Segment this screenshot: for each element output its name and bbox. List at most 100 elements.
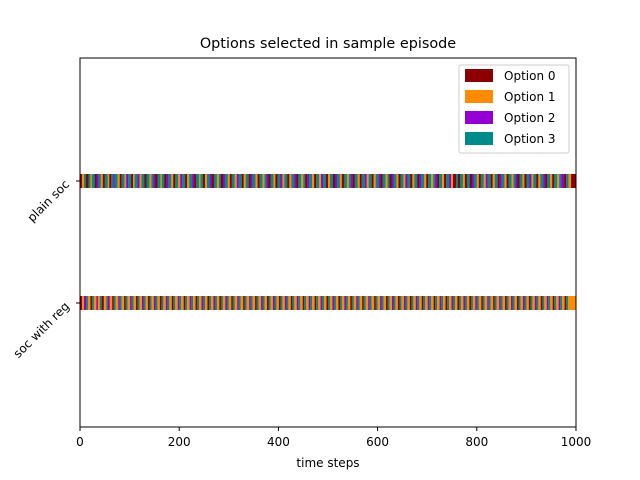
option-segment bbox=[324, 296, 327, 310]
option-segment bbox=[228, 296, 232, 310]
option-segment bbox=[121, 296, 125, 310]
option-segment bbox=[199, 296, 202, 310]
option-segment bbox=[443, 296, 446, 310]
option-segment bbox=[398, 174, 401, 188]
option-segment bbox=[216, 174, 220, 188]
option-segment bbox=[175, 174, 179, 188]
option-segment bbox=[419, 296, 422, 310]
option-segment bbox=[234, 296, 238, 310]
option-segment bbox=[80, 174, 83, 188]
option-segment bbox=[282, 174, 285, 188]
option-segment bbox=[529, 174, 532, 188]
option-segment bbox=[199, 174, 201, 188]
option-segment bbox=[185, 296, 188, 310]
option-segment bbox=[139, 174, 142, 188]
option-segment bbox=[168, 174, 172, 188]
x-tick-label: 400 bbox=[267, 435, 290, 449]
option-segment bbox=[536, 174, 539, 188]
option-segment bbox=[329, 174, 334, 188]
option-segment bbox=[516, 296, 519, 310]
option-segment bbox=[359, 296, 363, 310]
option-segment bbox=[300, 296, 303, 310]
option-segment bbox=[273, 174, 276, 188]
option-segment bbox=[528, 296, 531, 310]
option-segment bbox=[316, 174, 320, 188]
option-segment bbox=[209, 174, 213, 188]
option-segment bbox=[107, 296, 110, 310]
option-segment bbox=[504, 174, 507, 188]
option-segment bbox=[153, 174, 156, 188]
option-segment bbox=[383, 296, 387, 310]
option-segment bbox=[149, 296, 152, 310]
option-segment bbox=[165, 296, 168, 310]
option-segment bbox=[437, 174, 440, 188]
option-segment bbox=[268, 296, 271, 310]
option-segment bbox=[204, 174, 208, 188]
option-segment bbox=[375, 296, 378, 310]
option-segment bbox=[566, 296, 569, 310]
option-segment bbox=[220, 174, 223, 188]
option-segment bbox=[538, 174, 541, 188]
option-segment bbox=[97, 296, 100, 310]
option-segment bbox=[183, 296, 186, 310]
option-segment bbox=[464, 174, 468, 188]
option-segment bbox=[252, 296, 256, 310]
option-segment bbox=[117, 174, 120, 188]
option-segment bbox=[368, 174, 372, 188]
option-segment bbox=[508, 174, 512, 188]
option-segment bbox=[284, 174, 288, 188]
option-segment bbox=[475, 296, 477, 310]
option-segment bbox=[344, 296, 347, 310]
option-segment bbox=[368, 296, 370, 310]
option-segment bbox=[249, 296, 251, 310]
option-segment bbox=[238, 174, 242, 188]
option-segment bbox=[102, 174, 105, 188]
option-segment bbox=[425, 296, 428, 310]
option-segment bbox=[270, 174, 274, 188]
option-segment bbox=[99, 296, 102, 310]
option-segment bbox=[203, 174, 206, 188]
legend: Option 0 Option 1 Option 2 Option 3 bbox=[458, 64, 570, 154]
option-segment bbox=[224, 174, 228, 188]
option-segment bbox=[365, 296, 369, 310]
option-segment bbox=[216, 296, 220, 310]
option-segment bbox=[98, 174, 101, 188]
option-segment bbox=[343, 174, 347, 188]
option-segment bbox=[91, 174, 96, 188]
option-segment bbox=[429, 296, 432, 310]
option-segment bbox=[225, 296, 227, 310]
option-segment bbox=[194, 174, 197, 188]
option-segment bbox=[433, 174, 436, 188]
option-segment bbox=[213, 296, 216, 310]
option-segment bbox=[364, 174, 367, 188]
option-segment bbox=[231, 296, 233, 310]
option-segment bbox=[526, 296, 530, 310]
option-segment bbox=[540, 296, 543, 310]
option-segment bbox=[151, 296, 155, 310]
option-segment bbox=[227, 174, 230, 188]
option-segment bbox=[542, 296, 545, 310]
option-segment bbox=[258, 296, 262, 310]
option-segment bbox=[328, 296, 331, 310]
option-segment bbox=[146, 174, 150, 188]
option-segment bbox=[319, 174, 322, 188]
option-segment bbox=[482, 296, 485, 310]
option-segment bbox=[220, 296, 223, 310]
option-segment bbox=[94, 174, 97, 188]
option-segment bbox=[550, 174, 553, 188]
x-tick-label: 200 bbox=[168, 435, 191, 449]
option-segment bbox=[435, 174, 438, 188]
option-segment bbox=[452, 174, 457, 188]
option-segment bbox=[380, 174, 383, 188]
option-segment bbox=[181, 296, 184, 310]
option-segment bbox=[513, 174, 516, 188]
option-segment bbox=[375, 174, 379, 188]
option-segment bbox=[457, 174, 461, 188]
option-segment bbox=[250, 174, 253, 188]
option-segment bbox=[554, 296, 557, 310]
option-segment bbox=[471, 174, 474, 188]
option-segment bbox=[487, 296, 489, 310]
option-segment bbox=[96, 174, 99, 188]
option-segment bbox=[314, 296, 317, 310]
option-segment bbox=[100, 174, 103, 188]
